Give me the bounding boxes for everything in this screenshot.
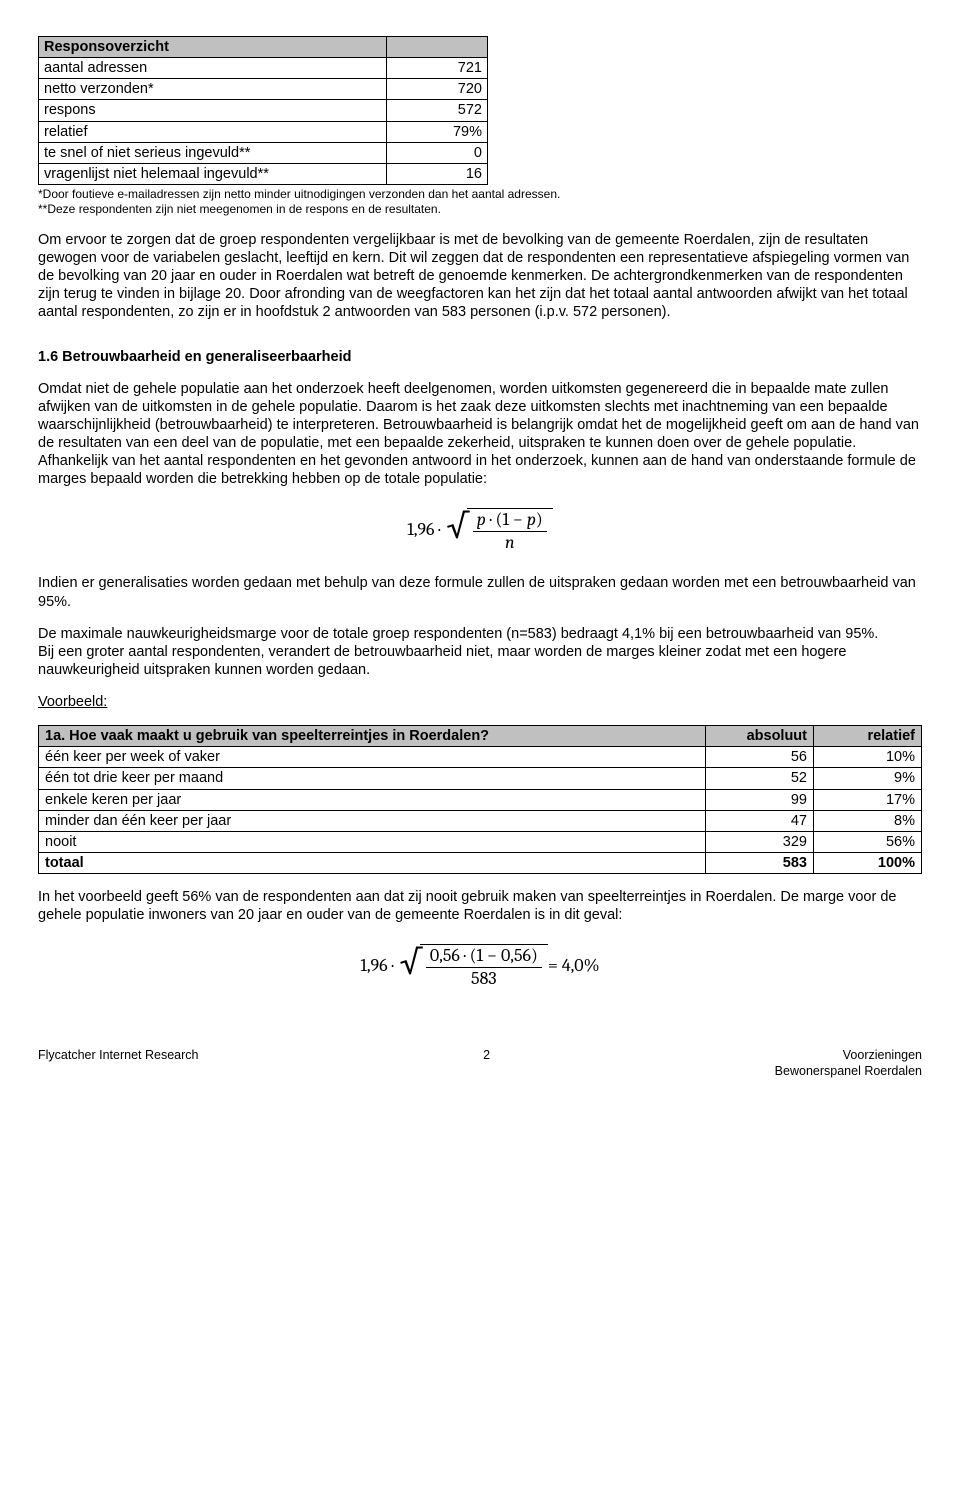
respons-overzicht-table: Responsoverzicht aantal adressen721 nett… — [38, 36, 488, 185]
table-row: aantal adressen721 — [39, 58, 488, 79]
table-row: netto verzonden*720 — [39, 79, 488, 100]
table-row: minder dan één keer per jaar478% — [39, 810, 922, 831]
table-row: nooit32956% — [39, 831, 922, 852]
section-1-6-title: 1.6 Betrouwbaarheid en generaliseerbaarh… — [38, 348, 922, 366]
paragraph-weging: Om ervoor te zorgen dat de groep respond… — [38, 231, 922, 322]
table-row: te snel of niet serieus ingevuld**0 — [39, 142, 488, 163]
table-row: respons572 — [39, 100, 488, 121]
table-total-row: totaal583100% — [39, 852, 922, 873]
paragraph-marge: De maximale nauwkeurigheidsmarge voor de… — [38, 625, 922, 679]
footer-left: Flycatcher Internet Research — [38, 1048, 199, 1079]
footer-right: Voorzieningen Bewonerspanel Roerdalen — [775, 1048, 922, 1079]
paragraph-betrouwbaarheid: Omdat niet de gehele populatie aan het o… — [38, 380, 922, 489]
table1-header: Responsoverzicht — [39, 37, 387, 58]
voorbeeld-label: Voorbeeld: — [38, 694, 107, 710]
footnote-2: **Deze respondenten zijn niet meegenomen… — [38, 202, 441, 216]
formula-voorbeeld: 1,96 · √ 0,56 · (1 − 0,56) 583 = 4,0% — [38, 944, 922, 988]
table-row: één keer per week of vaker5610% — [39, 747, 922, 768]
paragraph-voorbeeld-uitleg: In het voorbeeld geeft 56% van de respon… — [38, 888, 922, 924]
table-row: één tot drie keer per maand529% — [39, 768, 922, 789]
sqrt-icon: √ 0,56 · (1 − 0,56) 583 — [399, 944, 547, 988]
voorbeeld-table: 1a. Hoe vaak maakt u gebruik van speelte… — [38, 725, 922, 874]
table2-question: 1a. Hoe vaak maakt u gebruik van speelte… — [39, 726, 706, 747]
footer-page-number: 2 — [483, 1048, 490, 1079]
table-row: relatief79% — [39, 121, 488, 142]
paragraph-generalisatie: Indien er generalisaties worden gedaan m… — [38, 574, 922, 610]
footnote-1: *Door foutieve e-mailadressen zijn netto… — [38, 187, 560, 201]
footnotes: *Door foutieve e-mailadressen zijn netto… — [38, 187, 922, 217]
formula-margin: 1,96 · √ p · (1 − p) n — [38, 508, 922, 552]
sqrt-icon: √ p · (1 − p) n — [446, 508, 552, 552]
table-row: enkele keren per jaar9917% — [39, 789, 922, 810]
table-row: vragenlijst niet helemaal ingevuld**16 — [39, 163, 488, 184]
page-footer: Flycatcher Internet Research 2 Voorzieni… — [38, 1048, 922, 1079]
